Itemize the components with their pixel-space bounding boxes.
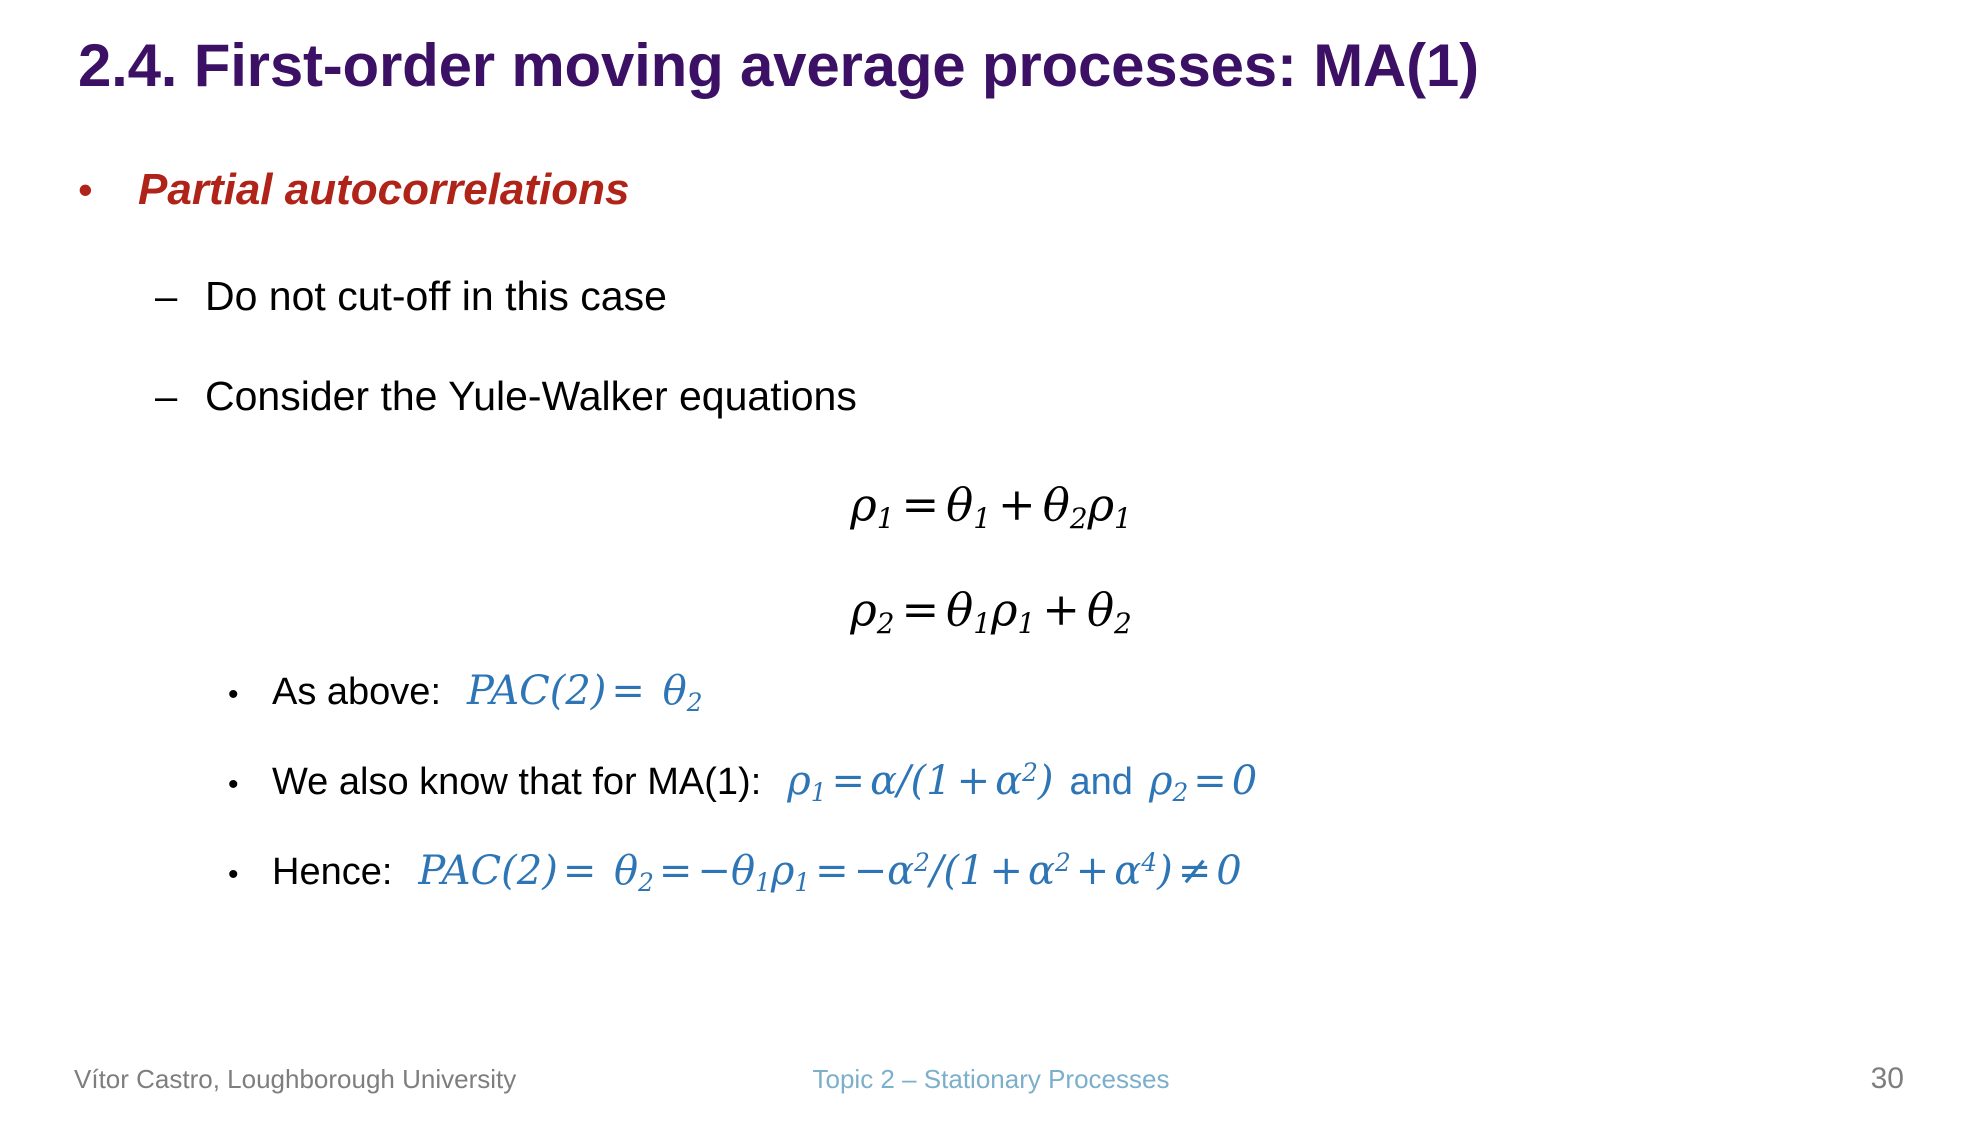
bullet-dash-icon: – (155, 375, 178, 419)
bullet-dash-icon: – (155, 275, 178, 319)
equation-rho2-rendered: ρ2 = θ1ρ1 + θ2 (850, 583, 1132, 640)
bullet-level3-label: We also know that for MA(1): (272, 761, 762, 803)
math-pac2-full: PAC(2) = θ2 = −θ1ρ1 = −α2/(1 + α2 + α4) ≠ 0 (418, 848, 1242, 897)
equation-rho2: ρ2 = θ1ρ1 + θ2 (0, 583, 1982, 640)
page-title: 2.4. First-order moving average processe… (78, 32, 1479, 99)
bullet-level3-label: As above: (272, 671, 441, 713)
footer-page-number: 30 (1870, 1062, 1904, 1095)
equation-rho1: ρ1 = θ1 + θ2ρ1 (0, 478, 1982, 535)
math-rho1-alpha: ρ1 = α/(1 + α2) and ρ2 = 0 (787, 758, 1258, 807)
bullet-yule-walker: – Consider the Yule-Walker equations (155, 373, 857, 419)
bullet-level2-label: Do not cut-off in this case (205, 273, 667, 319)
bullet-level2-label: Consider the Yule-Walker equations (205, 373, 857, 419)
math-pac2-theta2: PAC(2) = θ2 (467, 668, 703, 717)
bullet-level1-label: Partial autocorrelations (138, 165, 630, 214)
equation-rho1-rendered: ρ1 = θ1 + θ2ρ1 (850, 478, 1132, 535)
footer-author: Vítor Castro, Loughborough University (74, 1064, 517, 1094)
bullet-dot-icon: • (228, 768, 239, 801)
bullet-hence: • Hence: PAC(2) = θ2 = −θ1ρ1 = −α2/(1 + α2 + α4) ≠… (228, 848, 1242, 897)
bullet-dot-icon: • (228, 678, 239, 711)
bullet-as-above: • As above: PAC(2) = θ2 (228, 668, 703, 717)
footer-topic: Topic 2 – Stationary Processes (812, 1064, 1170, 1094)
bullet-level3-label: Hence: (272, 851, 393, 893)
bullet-dot-icon: • (78, 166, 93, 213)
bullet-partial-autocorrelations: • Partial autocorrelations (78, 165, 630, 214)
bullet-we-also-know: • We also know that for MA(1): ρ1 = α/(1 + α… (228, 758, 1257, 807)
bullet-do-not-cut-off: – Do not cut-off in this case (155, 273, 667, 319)
bullet-dot-icon: • (228, 858, 239, 891)
